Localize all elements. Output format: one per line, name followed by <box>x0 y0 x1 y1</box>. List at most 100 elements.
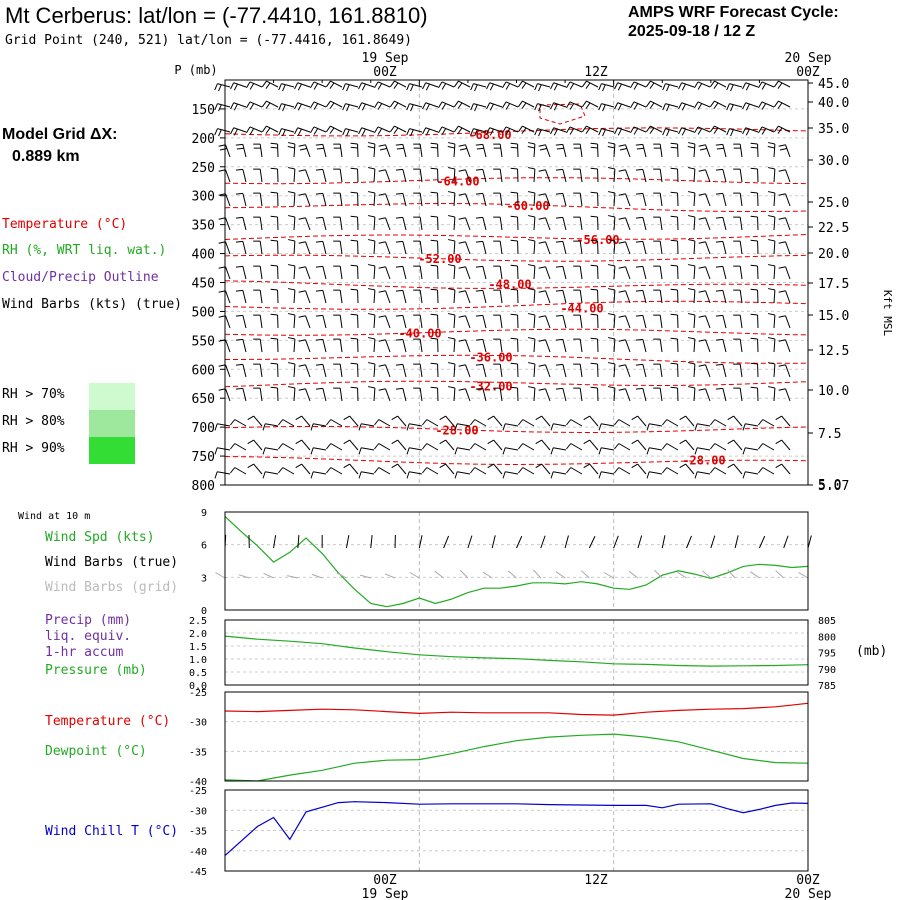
wind-barb <box>385 290 391 304</box>
wind-barb-flag <box>378 364 386 367</box>
wind-barb-flag <box>618 290 626 293</box>
wind-barb <box>259 266 263 280</box>
wind-barb-flag <box>767 362 776 365</box>
wind-barb <box>409 128 423 133</box>
wind-barb-flag <box>447 288 456 291</box>
wind-barb-flag <box>270 313 278 316</box>
wind-barb-flag <box>713 102 719 109</box>
top-time-00z-b: 00Z <box>796 65 820 80</box>
wind-barb-flag <box>315 192 323 195</box>
wind-barb-flag <box>666 84 670 92</box>
wind-barb-flag <box>235 338 243 341</box>
wind-barb-flag <box>395 338 403 341</box>
wind-barb <box>266 80 279 88</box>
legend-rh: RH (%, WRT liq. wat.) <box>2 243 167 258</box>
surface-wind-barb-true <box>297 535 300 549</box>
wind-barb <box>361 102 375 108</box>
wind-barb <box>601 103 615 108</box>
wind-barb <box>345 103 359 108</box>
wind-barb-flag <box>447 215 456 218</box>
wind-barb-flag <box>699 148 708 151</box>
wind-barb <box>545 217 551 231</box>
wind-barb-flag <box>262 447 266 455</box>
wind-barb-flag <box>389 125 395 133</box>
wind-barb <box>402 266 407 280</box>
panel-frame-wind <box>224 511 809 611</box>
wind-barb-flag <box>406 103 410 111</box>
wind-barb <box>722 364 727 378</box>
wind-barb <box>642 144 647 158</box>
precip-tick-label: 2.5 <box>189 616 207 627</box>
wind-barb <box>293 289 296 304</box>
wind-barb <box>394 80 407 88</box>
wind-barb <box>659 144 663 158</box>
wind-barb <box>722 266 727 280</box>
wind-barb-flag <box>489 128 494 136</box>
wind-barb-flag <box>527 191 536 194</box>
wind-barb-flag <box>486 127 491 135</box>
wind-barb-flag <box>441 103 447 110</box>
wind-barb <box>233 127 247 133</box>
wind-barb-flag <box>313 83 319 90</box>
wind-barb-flag <box>342 83 346 91</box>
wind-barb <box>305 241 311 255</box>
wind-barb-flag <box>230 419 236 426</box>
wind-barb <box>562 388 567 402</box>
wind-barb-flag <box>617 128 622 136</box>
wind-barb <box>493 439 503 451</box>
wind-barb-flag <box>298 315 306 318</box>
wind-barb-flag <box>393 82 399 89</box>
wind-barb-flag <box>670 264 678 267</box>
wind-barb-flag <box>555 289 563 292</box>
wind-barb <box>441 81 455 88</box>
wind-barb-flag <box>758 443 764 450</box>
wind-barb <box>642 364 647 378</box>
panel-frame-temp <box>224 691 809 782</box>
wind-barb-flag <box>775 439 782 445</box>
wind-barb-flag <box>270 288 278 291</box>
wind-barb-flag <box>550 82 555 90</box>
wind-barb <box>650 100 663 108</box>
wind-barb-flag <box>406 471 410 479</box>
surface-wind-barb-true <box>783 535 789 549</box>
wind-barb-flag <box>247 463 254 469</box>
wind-barb <box>499 339 503 353</box>
wind-barb-flag <box>391 415 398 421</box>
wind-barb-flag <box>447 142 456 145</box>
wind-barb <box>773 192 776 207</box>
wind-barb <box>739 339 743 353</box>
wind-barb <box>385 144 391 158</box>
wind-barb <box>419 241 423 255</box>
wind-barb <box>305 364 311 378</box>
wind-barb-flag <box>425 103 430 111</box>
forecast-cycle-label: AMPS WRF Forecast Cycle: <box>628 4 839 21</box>
wind-barb-flag <box>425 128 430 136</box>
wind-barb <box>259 217 263 231</box>
pressure-tick-label: 750 <box>192 450 215 465</box>
wind-barb <box>739 388 743 402</box>
wind-barb <box>773 338 776 353</box>
wind-barb-flag <box>439 415 446 421</box>
pressure-tick-label: 200 <box>192 132 215 147</box>
dewpoint-line <box>224 733 809 782</box>
wind-barb <box>457 471 471 475</box>
wind-barb <box>785 266 791 280</box>
wind-barb <box>322 241 327 255</box>
wind-barb <box>617 102 631 108</box>
wind-barb-flag <box>527 313 536 316</box>
wind-barb <box>402 217 407 231</box>
wind-barb <box>419 193 423 207</box>
wind-barb-flag <box>598 447 602 455</box>
wind-barb-flag <box>406 83 410 91</box>
wind-barb <box>659 241 663 255</box>
wind-tick-label: 9 <box>201 508 207 519</box>
wind-barb <box>378 467 391 475</box>
surface-wind-barb-grid <box>238 574 250 579</box>
wind-barb <box>305 339 311 353</box>
wind-barb <box>785 388 791 402</box>
wind-barb-flag <box>773 125 779 133</box>
wind-barb-flag <box>709 100 715 108</box>
wind-barb-flag <box>527 167 536 170</box>
wind-barb-flag <box>475 387 483 390</box>
wind-barb <box>482 339 487 353</box>
